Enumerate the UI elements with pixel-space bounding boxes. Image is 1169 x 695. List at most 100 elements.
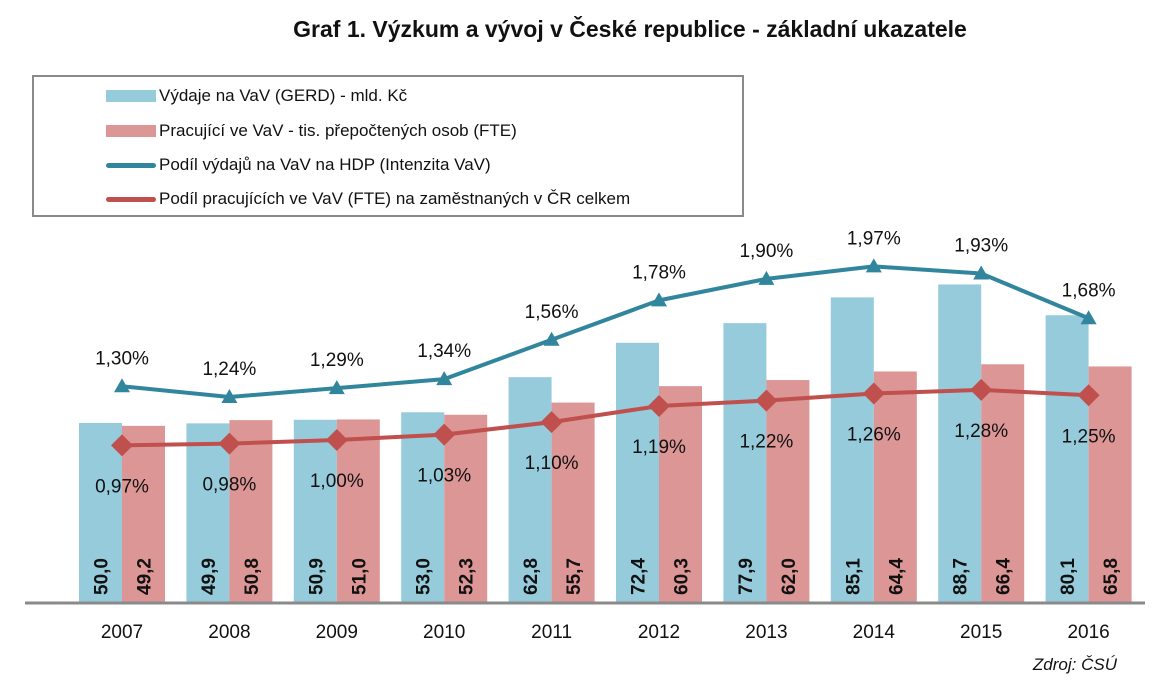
triangle-marker (436, 371, 453, 386)
bar-value-label: 51,0 (349, 558, 370, 595)
triangle-marker (865, 258, 882, 273)
triangle-marker (973, 265, 990, 280)
line-value-label: 1,03% (417, 466, 471, 487)
bar-value-label: 72,4 (629, 558, 650, 595)
diamond-marker (755, 389, 778, 412)
bar-value-label: 88,7 (951, 558, 972, 595)
bar-value-label: 62,8 (521, 558, 542, 595)
bar-fte (444, 414, 488, 602)
bar-value-label: 49,9 (199, 558, 220, 595)
legend-item-employment-share: Podíl pracujících ve VaV (FTE) na zaměst… (106, 187, 630, 211)
line-value-label: 1,30% (95, 348, 149, 369)
diamond-marker (218, 432, 241, 455)
legend-item-intensity: Podíl výdajů na VaV na HDP (Intenzita Va… (106, 153, 491, 177)
x-tick-label: 2008 (208, 622, 250, 643)
x-tick-label: 2011 (531, 622, 572, 643)
bar-value-label: 50,0 (92, 558, 113, 595)
legend-item-fte: Pracující ve VaV - tis. přepočtených oso… (106, 119, 517, 143)
diamond-marker (325, 429, 348, 451)
bar-gerd (186, 423, 230, 602)
line-value-label: 1,25% (1062, 426, 1116, 447)
bar-value-label: 50,9 (306, 558, 327, 595)
triangle-marker (114, 378, 130, 393)
line-value-label: 1,78% (632, 262, 686, 283)
bar-fte (873, 371, 917, 602)
bar-value-label: 80,1 (1058, 558, 1079, 595)
legend-label: Výdaje na VaV (GERD) - mld. Kč (159, 86, 408, 105)
bar-value-label: 55,7 (564, 558, 585, 595)
bar-gerd (79, 423, 122, 602)
bar-gerd (938, 284, 982, 602)
bar-gerd (1045, 315, 1089, 602)
line-value-label: 1,90% (739, 241, 793, 262)
legend-label: Pracující ve VaV - tis. přepočtených oso… (159, 121, 517, 140)
line-value-label: 0,97% (95, 476, 149, 497)
x-tick-label: 2016 (1067, 622, 1109, 643)
source-note: Zdroj: ČSÚ (1032, 655, 1117, 674)
bar-fte (229, 420, 273, 602)
legend-swatch-red-line (106, 196, 156, 202)
bar-gerd (830, 297, 874, 602)
line-value-label: 1,00% (310, 471, 364, 492)
legend-label: Podíl pracujících ve VaV (FTE) na zaměst… (159, 189, 631, 208)
triangle-marker (221, 389, 238, 404)
bar-value-label: 66,4 (994, 558, 1015, 595)
x-tick-label: 2015 (960, 622, 1002, 643)
legend-swatch-blue-bar (106, 90, 156, 102)
diamond-marker (433, 423, 456, 446)
x-tick-label: 2010 (423, 622, 465, 643)
line-value-label: 1,29% (310, 350, 364, 371)
diamond-marker (970, 378, 993, 401)
bar-value-label: 53,0 (414, 558, 435, 595)
bar-gerd (723, 323, 767, 602)
legend: Výdaje na VaV (GERD) - mld. Kč Pracující… (32, 75, 744, 217)
bar-fte (1088, 366, 1132, 602)
bar-gerd (508, 377, 552, 602)
legend-swatch-blue-line (106, 162, 156, 168)
bar-value-label: 49,2 (135, 558, 156, 595)
bar-value-label: 77,9 (736, 558, 757, 595)
x-tick-label: 2012 (638, 622, 680, 643)
bar-gerd (293, 419, 337, 602)
x-tick-label: 2009 (316, 622, 358, 643)
bar-fte (551, 402, 595, 602)
bar-value-label: 62,0 (779, 558, 800, 595)
bar-value-label: 60,3 (672, 558, 693, 595)
line-value-label: 1,10% (525, 453, 579, 474)
line-value-label: 1,28% (954, 421, 1008, 442)
diamond-marker (111, 434, 133, 457)
line-value-label: 1,68% (1062, 280, 1116, 301)
triangle-marker (1080, 310, 1097, 325)
bar-fte (659, 386, 702, 602)
line-value-label: 1,56% (525, 302, 579, 323)
line-value-label: 1,19% (632, 437, 686, 458)
x-tick-label: 2013 (745, 622, 787, 643)
diamond-marker (862, 382, 885, 405)
diamond-marker (540, 411, 563, 434)
bar-fte (766, 380, 810, 602)
legend-label: Podíl výdajů na VaV na HDP (Intenzita Va… (159, 155, 491, 174)
legend-swatch-red-bar (106, 125, 156, 137)
line-value-label: 1,22% (739, 432, 793, 453)
line-value-label: 0,98% (202, 475, 256, 496)
line-value-label: 1,26% (847, 424, 901, 445)
triangle-marker (543, 331, 560, 346)
bar-value-label: 85,1 (843, 558, 864, 595)
triangle-marker (651, 292, 667, 307)
diamond-marker (648, 394, 670, 417)
x-tick-label: 2007 (101, 622, 143, 643)
x-tick-label: 2014 (853, 622, 896, 643)
line-value-label: 1,93% (954, 236, 1008, 257)
line-value-label: 1,34% (417, 341, 471, 362)
bar-gerd (616, 342, 659, 602)
legend-item-gerd: Výdaje na VaV (GERD) - mld. Kč (106, 84, 407, 108)
bar-value-label: 52,3 (457, 558, 478, 595)
bar-value-label: 65,8 (1101, 558, 1122, 595)
bar-fte (981, 364, 1025, 602)
bar-fte (336, 419, 380, 602)
line-value-label: 1,97% (847, 228, 901, 249)
triangle-marker (328, 380, 345, 395)
bar-gerd (401, 412, 445, 602)
diamond-marker (1077, 384, 1100, 407)
